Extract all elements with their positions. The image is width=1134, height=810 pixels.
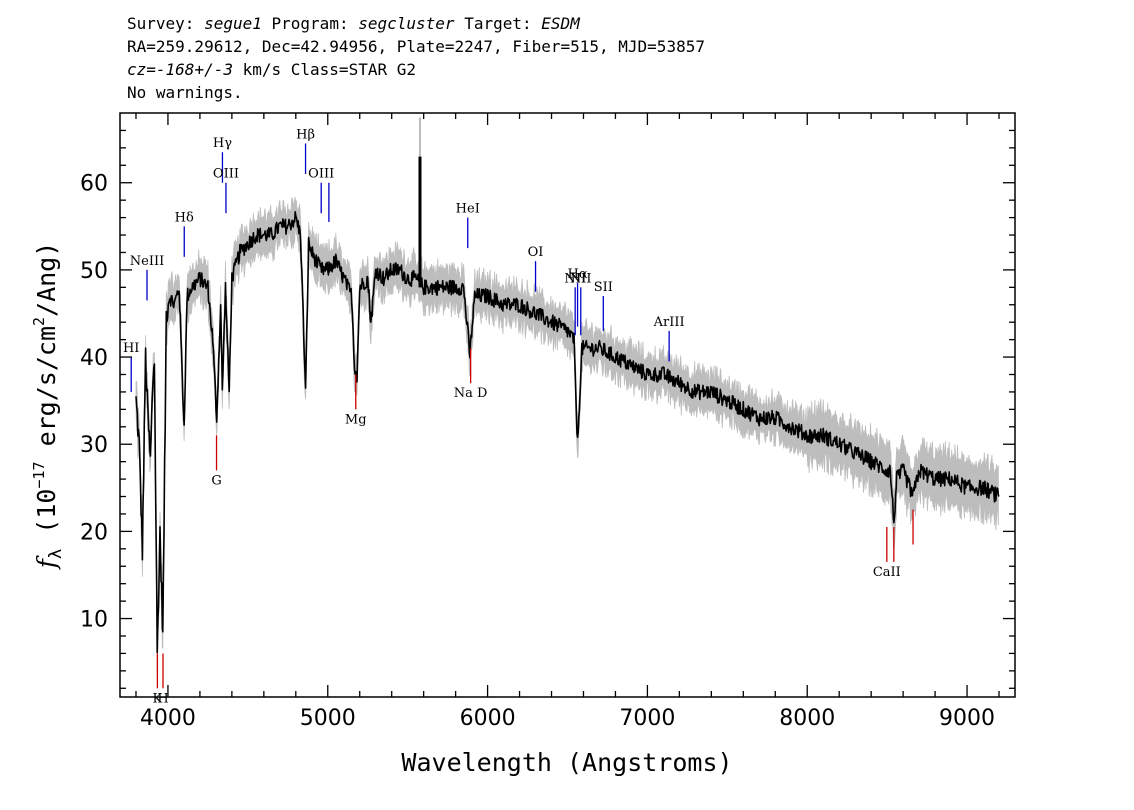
cz-prefix: cz= <box>127 60 156 79</box>
target-label: Target: <box>464 14 532 33</box>
program-label: Program: <box>271 14 349 33</box>
x-tick-label: 8000 <box>779 706 835 731</box>
y-tick-label: 50 <box>80 259 108 284</box>
x-tick-label: 6000 <box>460 706 516 731</box>
absorption-line-label: H <box>157 691 168 706</box>
emission-line-label: NII <box>570 271 592 286</box>
x-tick-label: 7000 <box>619 706 675 731</box>
spectrum-header: Survey: segue1 Program: segcluster Targe… <box>127 12 705 104</box>
absorption-line-label: Mg <box>345 412 367 427</box>
emission-line-label: Hδ <box>175 210 194 225</box>
y-tick-label: 20 <box>80 520 108 545</box>
plot-frame <box>119 112 1016 698</box>
emission-line-label: Hγ <box>213 136 232 151</box>
emission-line-label: SII <box>594 280 613 295</box>
y-tick-label: 40 <box>80 346 108 371</box>
absorption-line-label: G <box>211 473 221 488</box>
header-line-1: Survey: segue1 Program: segcluster Targe… <box>127 12 705 35</box>
line-markers-layer: HINeIIIHδHγOIIIHβOIIIHeIOINIIHαNIISIIArI… <box>123 128 914 706</box>
absorption-line-label: Na D <box>454 386 488 401</box>
y-tick-label: 10 <box>80 608 108 633</box>
emission-line-label: ArIII <box>653 315 685 330</box>
survey-value: segue1 <box>204 14 262 33</box>
emission-line-label: OIII <box>308 167 334 182</box>
header-line-3: cz=-168+/-3 km/s Class=STAR G2 <box>127 58 705 81</box>
spectrum-layer <box>135 117 1000 654</box>
absorption-line-label: K <box>153 691 163 706</box>
emission-line-label: NII <box>564 271 586 286</box>
x-tick-label: 9000 <box>939 706 995 731</box>
survey-label: Survey: <box>127 14 195 33</box>
y-axis-title: fλ (10−17 erg/s/cm2/Ang) <box>30 242 66 571</box>
y-tick-label: 30 <box>80 433 108 458</box>
class-text: km/s Class=STAR G2 <box>232 60 416 79</box>
target-value: ESDM <box>541 14 580 33</box>
emission-line-label: HI <box>123 341 139 356</box>
emission-line-label: OI <box>528 245 544 260</box>
x-tick-label: 5000 <box>300 706 356 731</box>
emission-line-label: NeIII <box>130 254 164 269</box>
spectrum-line <box>135 211 1000 654</box>
emission-line-label: Hβ <box>296 128 315 143</box>
x-axis-title: Wavelength (Angstroms) <box>401 748 732 777</box>
emission-line-label: OIII <box>213 167 239 182</box>
emission-line-label: Hα <box>568 267 588 282</box>
axes-layer: 4000 5000 6000 7000 8000 9000 10 20 30 40 50 60 <box>80 112 1016 731</box>
absorption-line-label: CaII <box>873 565 901 580</box>
header-line-4: No warnings. <box>127 83 243 102</box>
emission-line-label: HeI <box>456 202 480 217</box>
x-tick-label: 4000 <box>140 706 196 731</box>
header-line-2: RA=259.29612, Dec=42.94956, Plate=2247, … <box>127 37 705 56</box>
program-value: segcluster <box>358 14 455 33</box>
cz-value: -168+/-3 <box>155 60 233 79</box>
y-tick-label: 60 <box>80 172 108 197</box>
